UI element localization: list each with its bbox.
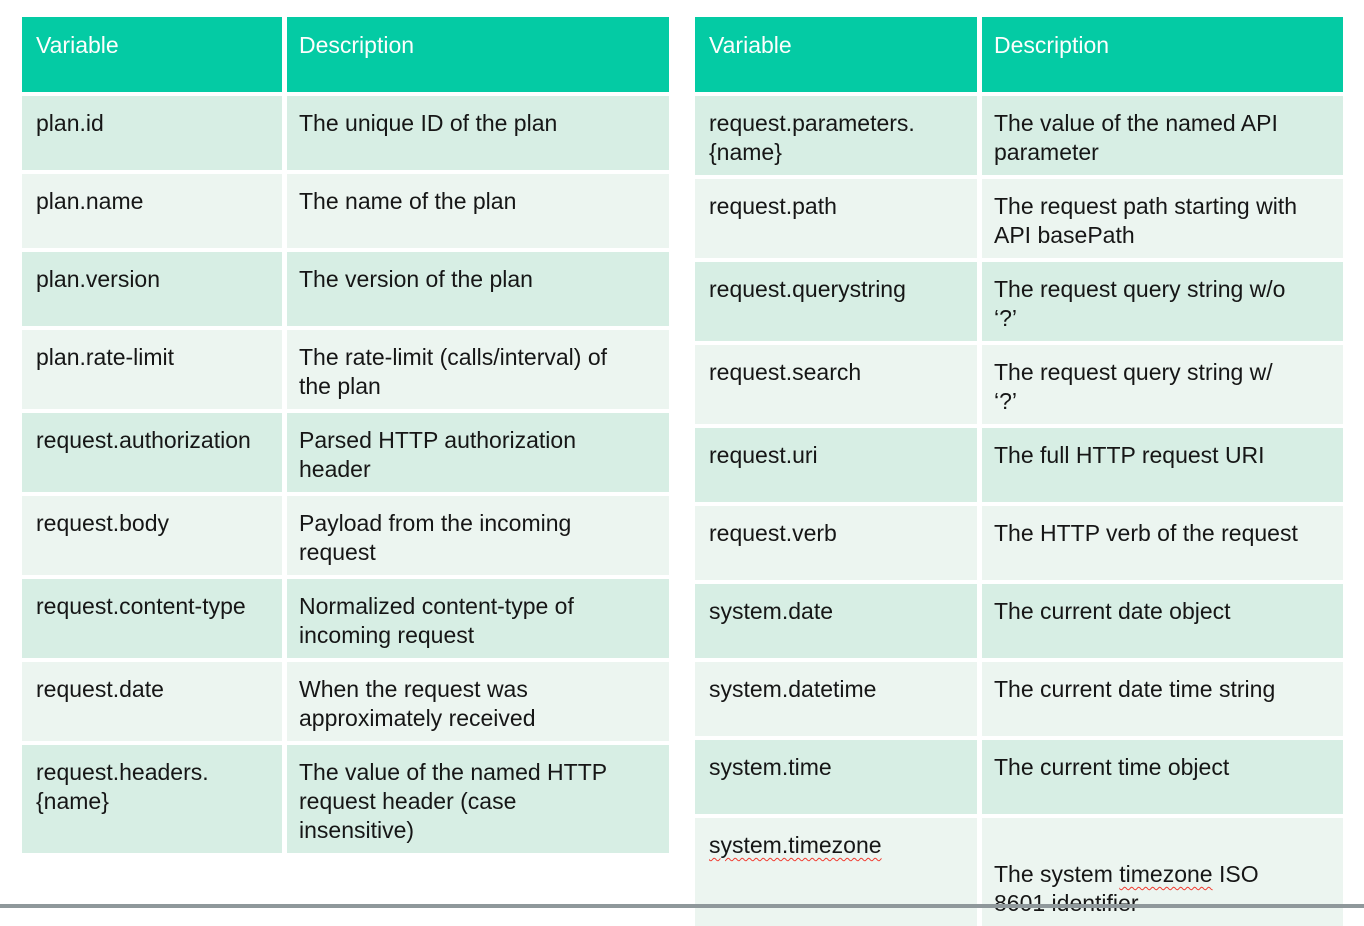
column-header-variable: Variable <box>22 17 282 92</box>
variable-cell: system.datetime <box>695 662 977 736</box>
variable-cell: request.headers.​{name} <box>22 745 282 853</box>
variable-cell: request.verb <box>695 506 977 580</box>
variable-cell: request.querystring <box>695 262 977 341</box>
description-text: The system <box>994 861 1120 887</box>
variable-cell: system.time <box>695 740 977 814</box>
description-cell: The system timezone ISO 8601 identifier <box>982 818 1343 926</box>
description-cell: The rate-limit (calls/interval) of the p… <box>287 330 669 409</box>
variable-cell: request.authorization <box>22 413 282 492</box>
description-cell: The request query string w/o ‘?’ <box>982 262 1343 341</box>
description-cell: When the request was approximately recei… <box>287 662 669 741</box>
description-cell: The full HTTP request URI <box>982 428 1343 502</box>
bottom-edge-bar <box>0 904 1364 908</box>
description-cell: The request path starting with API baseP… <box>982 179 1343 258</box>
variables-table-left: Variable Description plan.id The unique … <box>22 17 669 853</box>
misspelled-word: system.timezone <box>709 832 882 858</box>
variable-cell: system.date <box>695 584 977 658</box>
variable-cell: system.timezone <box>695 818 977 926</box>
description-cell: The HTTP verb of the request <box>982 506 1343 580</box>
variable-cell: request.content-type <box>22 579 282 658</box>
variable-cell: request.body <box>22 496 282 575</box>
description-cell: The unique ID of the plan <box>287 96 669 170</box>
description-cell: The name of the plan <box>287 174 669 248</box>
variable-cell: request.date <box>22 662 282 741</box>
description-cell: The current date object <box>982 584 1343 658</box>
variable-cell: plan.version <box>22 252 282 326</box>
column-header-variable: Variable <box>695 17 977 92</box>
variable-cell: request.path <box>695 179 977 258</box>
column-header-description: Description <box>287 17 669 92</box>
variable-cell: plan.id <box>22 96 282 170</box>
misspelled-word: timezone <box>1119 861 1213 887</box>
description-cell: The value of the named API parameter <box>982 96 1343 175</box>
variable-cell: request.uri <box>695 428 977 502</box>
description-cell: Payload from the incoming request <box>287 496 669 575</box>
description-cell: Normalized content-type of incoming requ… <box>287 579 669 658</box>
description-cell: The current time object <box>982 740 1343 814</box>
description-cell: The value of the named HTTP request head… <box>287 745 669 853</box>
variable-cell: plan.name <box>22 174 282 248</box>
variable-cell: request.parameters.​{name} <box>695 96 977 175</box>
description-cell: Parsed HTTP authorization header <box>287 413 669 492</box>
variable-cell: request.search <box>695 345 977 424</box>
description-cell: The version of the plan <box>287 252 669 326</box>
description-cell: The request query string w/ ‘?’ <box>982 345 1343 424</box>
variables-table-right: Variable Description request.parameters.… <box>695 17 1343 926</box>
description-cell: The current date time string <box>982 662 1343 736</box>
variable-cell: plan.rate-limit <box>22 330 282 409</box>
column-header-description: Description <box>982 17 1343 92</box>
